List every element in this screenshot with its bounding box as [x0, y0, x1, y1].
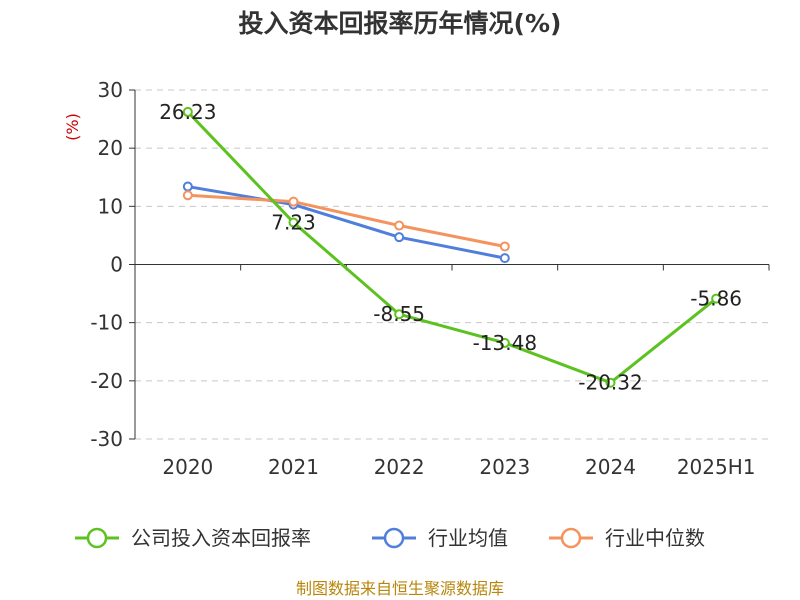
data-point — [711, 293, 722, 304]
data-point — [288, 217, 299, 228]
x-tick-label: 2025H1 — [677, 455, 756, 479]
data-labels: 26.23 7.23 -8.55 -13.48 -20.32 -5.86 — [159, 100, 742, 395]
legend-label: 公司投入资本回报率 — [131, 526, 311, 550]
data-label: -20.32 — [578, 371, 642, 395]
data-point — [394, 232, 405, 243]
data-point — [394, 309, 405, 320]
y-tick-label: 10 — [98, 194, 123, 218]
data-label: -5.86 — [690, 287, 742, 311]
data-point — [499, 253, 510, 264]
data-point — [182, 181, 193, 192]
data-label: 7.23 — [271, 210, 316, 234]
series-1 — [182, 181, 510, 264]
series-line — [187, 193, 506, 248]
y-tick-label: 20 — [98, 136, 123, 160]
y-axis-unit-label: (%) — [63, 113, 82, 141]
y-tick-label: -10 — [90, 311, 123, 335]
axes — [129, 89, 770, 440]
data-point — [499, 337, 510, 348]
series-0 — [182, 106, 722, 388]
series-line — [187, 185, 506, 260]
data-label: 26.23 — [159, 100, 216, 124]
x-tick-label: 2022 — [374, 455, 425, 479]
legend[interactable]: 公司投入资本回报率 行业均值 行业中位数 — [75, 526, 705, 550]
data-point — [182, 190, 193, 201]
data-point — [605, 377, 616, 388]
series-layer — [182, 106, 722, 388]
legend-item[interactable]: 行业中位数 — [549, 526, 705, 550]
x-tick-label: 2020 — [162, 455, 213, 479]
series-line — [186, 110, 718, 385]
grid-lines — [135, 89, 769, 440]
legend-label: 行业均值 — [428, 526, 508, 550]
x-axis-ticks: 2020 2021 2022 2023 2024 2025H1 — [162, 455, 755, 479]
data-label: -8.55 — [373, 302, 425, 326]
x-tick-label: 2023 — [479, 455, 530, 479]
data-point — [288, 196, 299, 207]
legend-marker-icon — [560, 527, 582, 549]
data-point — [394, 220, 405, 231]
data-point — [499, 241, 510, 252]
source-note: 制图数据来自恒生聚源数据库 — [296, 579, 504, 598]
y-axis-ticks: 30 20 10 0 -10 -20 -30 — [90, 78, 123, 451]
legend-marker-icon — [383, 527, 405, 549]
y-tick-label: 0 — [110, 253, 123, 277]
data-point — [182, 106, 193, 117]
legend-item[interactable]: 公司投入资本回报率 — [75, 526, 311, 550]
x-tick-label: 2021 — [268, 455, 319, 479]
data-label: -13.48 — [473, 331, 537, 355]
chart-title: 投入资本回报率历年情况(%) — [239, 9, 562, 38]
series-2 — [182, 190, 510, 252]
y-tick-label: -20 — [90, 369, 123, 393]
y-tick-label: 30 — [98, 78, 123, 102]
x-tick-label: 2024 — [585, 455, 636, 479]
legend-item[interactable]: 行业均值 — [372, 526, 508, 550]
y-tick-label: -30 — [90, 427, 123, 451]
legend-marker-icon — [86, 527, 108, 549]
legend-label: 行业中位数 — [605, 526, 705, 550]
